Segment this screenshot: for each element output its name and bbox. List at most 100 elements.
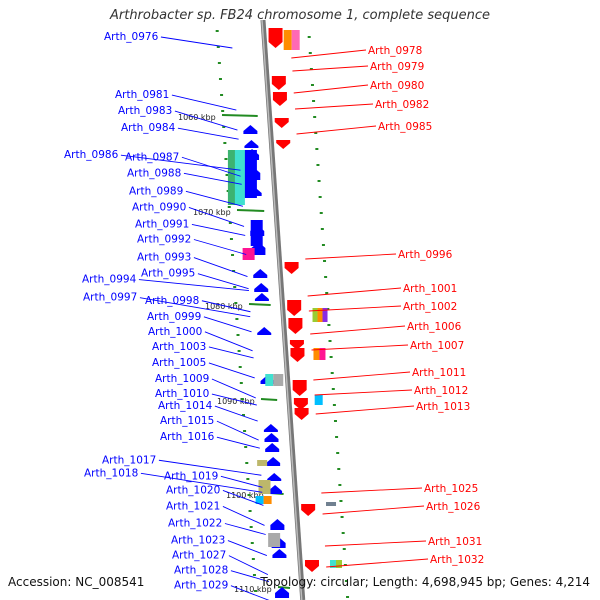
- track-dot: [215, 30, 219, 32]
- gene-label-forward: Arth_1015: [160, 415, 214, 427]
- reverse-gene-arrow: [274, 118, 289, 128]
- track-dot: [344, 580, 348, 582]
- track-dot: [251, 558, 255, 560]
- gene-feature-block: [263, 496, 272, 504]
- forward-gene-arrow: [266, 457, 281, 466]
- leader-line: [307, 287, 402, 297]
- reverse-gene-arrow: [288, 318, 303, 334]
- track-dot: [327, 324, 331, 326]
- reverse-gene-arrow: [268, 28, 283, 48]
- gene-label-reverse: Arth_0982: [375, 99, 429, 111]
- leader-line: [308, 305, 402, 312]
- gene-label-forward: Arth_0991: [135, 218, 189, 230]
- track-dot: [228, 222, 232, 224]
- leader-line: [197, 273, 249, 290]
- gene-label-forward: Arth_1018: [84, 467, 138, 479]
- gene-feature-block: [322, 308, 328, 322]
- leader-line: [230, 570, 270, 583]
- leader-line: [203, 316, 252, 333]
- gene-feature-block: [291, 30, 300, 50]
- track-dot: [233, 286, 237, 288]
- track-dot: [323, 260, 327, 262]
- gene-label-forward: Arth_0986: [64, 149, 119, 161]
- track-dot: [243, 430, 247, 432]
- gene-label-forward: Arth_1017: [102, 454, 156, 466]
- gene-label-forward: Arth_0994: [82, 274, 137, 286]
- track-dot: [239, 382, 243, 384]
- reverse-gene-arrow: [294, 408, 309, 420]
- gene-label-reverse: Arth_1007: [410, 340, 464, 352]
- track-dot: [225, 174, 229, 176]
- reverse-gene-arrow: [276, 140, 291, 149]
- gene-label-forward: Arth_0999: [147, 311, 201, 323]
- gene-label-forward: Arth_0983: [118, 105, 172, 117]
- leader-line: [315, 405, 415, 415]
- gene-label-forward: Arth_1019: [164, 470, 218, 482]
- leader-line: [313, 371, 411, 381]
- gene-label-reverse: Arth_0979: [370, 61, 424, 73]
- forward-gene-arrow: [270, 519, 285, 530]
- gene-feature-block: [268, 533, 281, 547]
- track-dot: [216, 46, 220, 48]
- track-dot: [247, 494, 251, 496]
- gene-label-forward: Arth_1010: [155, 388, 209, 400]
- track-dot: [235, 318, 239, 320]
- leader-line: [160, 36, 233, 49]
- forward-gene-arrow: [244, 140, 259, 148]
- accession-text: Accession: NC_008541: [8, 575, 145, 589]
- leader-line: [322, 505, 425, 515]
- leader-line: [222, 489, 264, 506]
- track-dot: [341, 532, 345, 534]
- track-dot: [342, 548, 346, 550]
- gene-feature-block: [242, 248, 255, 260]
- forward-gene-arrow: [267, 473, 282, 481]
- backbone-line: [260, 19, 306, 600]
- gene-label-reverse: Arth_1031: [428, 536, 482, 548]
- leader-line: [208, 346, 254, 359]
- reverse-gene-arrow: [290, 348, 305, 362]
- track-dot: [308, 52, 312, 54]
- track-dot: [240, 398, 244, 400]
- track-dot: [326, 308, 330, 310]
- track-dot: [316, 164, 320, 166]
- track-dot: [248, 510, 252, 512]
- leader-line: [311, 344, 409, 351]
- leader-line: [293, 84, 369, 94]
- gene-label-reverse: Arth_1026: [426, 501, 481, 513]
- leader-line: [181, 156, 241, 177]
- leader-line: [291, 49, 367, 59]
- leader-line: [191, 224, 246, 236]
- gene-feature-block: [313, 348, 320, 360]
- leader-line: [185, 190, 244, 207]
- leader-line: [139, 297, 251, 318]
- track-dot: [320, 228, 324, 230]
- leader-line: [171, 94, 237, 111]
- track-dot: [318, 196, 322, 198]
- scale-tick: [260, 398, 278, 401]
- track-dot: [236, 334, 240, 336]
- forward-gene-arrow: [254, 283, 269, 292]
- leader-line: [183, 172, 242, 185]
- track-dot: [333, 420, 337, 422]
- gene-label-forward: Arth_0987: [125, 151, 179, 163]
- track-dot: [245, 462, 249, 464]
- leader-line: [326, 558, 429, 568]
- reverse-gene-arrow: [272, 92, 287, 106]
- forward-gene-arrow: [275, 587, 290, 598]
- track-dot: [338, 484, 342, 486]
- leader-line: [174, 110, 238, 131]
- leader-line: [201, 300, 251, 313]
- track-dot: [227, 206, 231, 208]
- leader-line: [314, 389, 413, 396]
- gene-feature-block: [329, 560, 336, 568]
- forward-gene-arrow: [264, 433, 279, 442]
- gene-feature-block: [255, 496, 264, 504]
- gene-label-reverse: Arth_1032: [430, 554, 484, 566]
- track-dot: [250, 542, 254, 544]
- track-dot: [244, 446, 248, 448]
- gene-feature-block: [319, 348, 326, 360]
- reverse-gene-arrow: [301, 504, 316, 516]
- reverse-gene-arrow: [289, 340, 304, 350]
- gene-feature-block: [265, 374, 274, 386]
